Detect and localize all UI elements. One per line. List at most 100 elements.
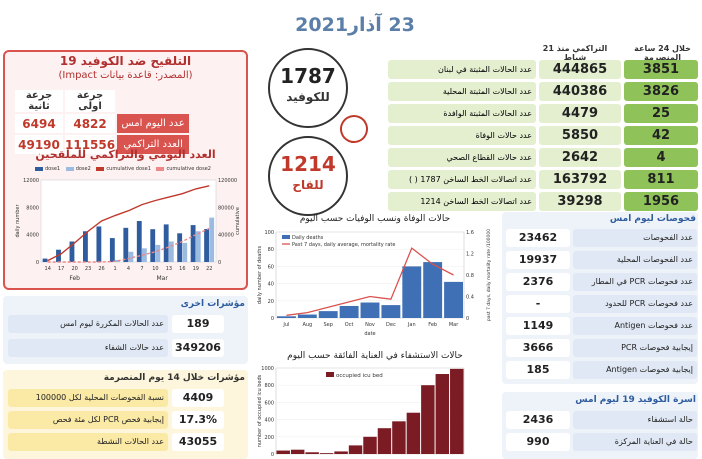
vaccination-x-tick: 16 xyxy=(179,266,185,272)
icu-bar xyxy=(392,421,406,454)
vaccination-y2label: cumulative xyxy=(235,207,241,235)
summary-row-today: 4 xyxy=(624,148,698,167)
vaccination-group-feb: Feb xyxy=(69,275,80,282)
vaccination-bar-dose1 xyxy=(163,224,169,262)
deaths-xlabel: date xyxy=(364,331,375,337)
vaccination-x-tick: 13 xyxy=(166,266,172,272)
icu-y-tick: 0 xyxy=(271,452,274,458)
deaths-y-tick: 20 xyxy=(268,299,274,305)
vaccination-bar-dose2 xyxy=(209,217,215,262)
vaccination-bar-dose2 xyxy=(195,231,201,262)
row-total: العدد التراكمي xyxy=(117,135,190,154)
deaths-bar xyxy=(318,311,338,318)
summary-row: عدد اتصالات الخط الساخن 1787 ( ) 163792 81… xyxy=(388,170,700,189)
row-yesterday: عدد اليوم امس xyxy=(117,114,190,133)
legend-dose1: dose1 xyxy=(45,166,61,172)
indicator-value: 185 xyxy=(506,361,570,379)
summary-row-label: عدد الحالات المثبتة الوافدة xyxy=(388,104,536,123)
hotline-covid-number: 1787 xyxy=(280,64,336,88)
vaccination-bar-dose1 xyxy=(204,229,209,262)
vaccination-y-tick: 4000 xyxy=(26,233,39,239)
second-yesterday: 6494 xyxy=(15,114,63,133)
icu-bar xyxy=(450,368,464,454)
deaths-x-tick: Feb xyxy=(428,322,437,328)
hotline-covid-label: للكوفيد xyxy=(286,90,330,104)
indicator-label: عدد حالات الشفاء xyxy=(8,339,168,357)
summary-row-total: 5850 xyxy=(539,126,621,145)
summary-row-label: عدد الحالات المثبتة المحلية xyxy=(388,82,536,101)
legend-cum1: cumulative dose1 xyxy=(106,166,151,172)
legend-cum2: cumulative dose2 xyxy=(166,166,211,172)
deaths-x-tick: Oct xyxy=(345,322,354,328)
deaths-bar xyxy=(360,302,380,318)
vaccination-y-tick: 0 xyxy=(36,260,39,266)
icu-bar xyxy=(363,436,377,454)
vaccination-bar-dose1 xyxy=(150,229,156,262)
icu-bar xyxy=(290,449,305,454)
vaccination-x-tick: 1 xyxy=(113,266,116,272)
vaccination-bar-dose2 xyxy=(182,242,188,262)
indicator-label: نسبة الفحوصات المحلية لكل 100000 xyxy=(8,389,168,407)
vaccination-x-tick: 4 xyxy=(127,266,130,272)
indicator-value: 4409 xyxy=(172,389,224,407)
vaccination-y2-tick: 0 xyxy=(218,260,221,266)
indicator-value: 19937 xyxy=(506,251,570,269)
icu-bar xyxy=(276,450,290,454)
vaccination-x-tick: 7 xyxy=(140,266,143,272)
indicator-label: إيجابية فحص PCR لكل مئة فحص xyxy=(8,411,168,429)
vaccination-y-tick: 12000 xyxy=(23,178,39,184)
hotline-covid: 1787 للكوفيد xyxy=(268,48,348,128)
vaccination-y2-tick: 40000 xyxy=(218,233,234,239)
deaths-bar xyxy=(339,305,359,318)
indicator-label: عدد فحوصات Antigen xyxy=(573,317,697,335)
family-title: اسرة الكوفيد 19 ليوم امس xyxy=(575,395,696,405)
deaths-x-tick: Sep xyxy=(324,322,333,328)
deaths-bar xyxy=(297,314,317,318)
summary-row-today: 42 xyxy=(624,126,698,145)
vaccination-bar-dose2 xyxy=(155,244,161,262)
deaths-y2-tick: 1.2 xyxy=(466,252,474,258)
deaths-x-tick: Nov xyxy=(365,322,375,328)
deaths-chart: 0 20 40 60 80 100 0 0.4 0.8 1.2 1.6 daily number of… xyxy=(257,229,492,337)
icu-bar xyxy=(334,451,348,454)
stamp-icon xyxy=(336,111,372,147)
deaths-bar xyxy=(381,305,401,318)
vaccination-x-tick: 14 xyxy=(45,266,51,272)
deaths-bar xyxy=(277,316,296,318)
vaccination-bar-dose1 xyxy=(96,226,102,262)
vaccination-y2-tick: 80000 xyxy=(218,205,234,211)
deaths-y-tick: 0 xyxy=(271,316,274,322)
summary-row-label: عدد اتصالات الخط الساخن 1787 ( ) xyxy=(388,170,536,189)
summary-row: عدد الحالات المثبتة المحلية 440386 3826 xyxy=(388,82,700,101)
icu-y-tick: 1000 xyxy=(261,366,274,372)
summary-row-label: عدد حالات القطاع الصحي xyxy=(388,148,536,167)
summary-row-today: 1956 xyxy=(624,192,698,211)
vaccination-chart-title: العدد اليومي والتراكمي للملقحين xyxy=(35,148,216,161)
vaccination-panel: التلقيح ضد الكوفيد 19 (المصدر: قاعدة بيا… xyxy=(3,50,248,290)
indicator-label: إيجابية فحوصات PCR xyxy=(573,339,697,357)
summary-row-total: 163792 xyxy=(539,170,621,189)
icu-y-tick: 600 xyxy=(264,400,274,406)
vaccination-x-tick: 20 xyxy=(71,266,77,272)
deaths-x-tick: Dec xyxy=(386,322,396,328)
col-second-dose: جرعة ثانية xyxy=(15,90,63,112)
icu-bar xyxy=(421,385,435,454)
first-yesterday: 4822 xyxy=(65,114,116,133)
indicator-value: - xyxy=(506,295,570,313)
icu-chart-title: حالات الاستشفاء في العناية الفائقة حسب ا… xyxy=(287,351,463,361)
vaccination-bar-dose2 xyxy=(168,241,174,262)
summary-row-label: عدد حالات الوفاة xyxy=(388,126,536,145)
vaccination-line-cum1 xyxy=(47,185,210,262)
indicator-label: عدد فحوصات PCR للحدود xyxy=(573,295,697,313)
deaths-legend-swatch-bar xyxy=(282,235,290,239)
vaccination-x-tick: 22 xyxy=(206,266,212,272)
vaccination-x-tick: 17 xyxy=(58,266,64,272)
vaccination-ylabel: daily number xyxy=(15,204,21,238)
summary-row-label: عدد اتصالات الخط الساخن 1214 xyxy=(388,192,536,211)
summary-row-today: 25 xyxy=(624,104,698,123)
vaccination-bar-dose1 xyxy=(109,238,115,262)
first-total: 111556 xyxy=(65,135,116,154)
indicator-value: 23462 xyxy=(506,229,570,247)
vaccination-legend: dose1 dose2 cumulative dose1 cumulative … xyxy=(35,166,211,172)
deaths-y2-tick: 0.4 xyxy=(466,295,474,301)
